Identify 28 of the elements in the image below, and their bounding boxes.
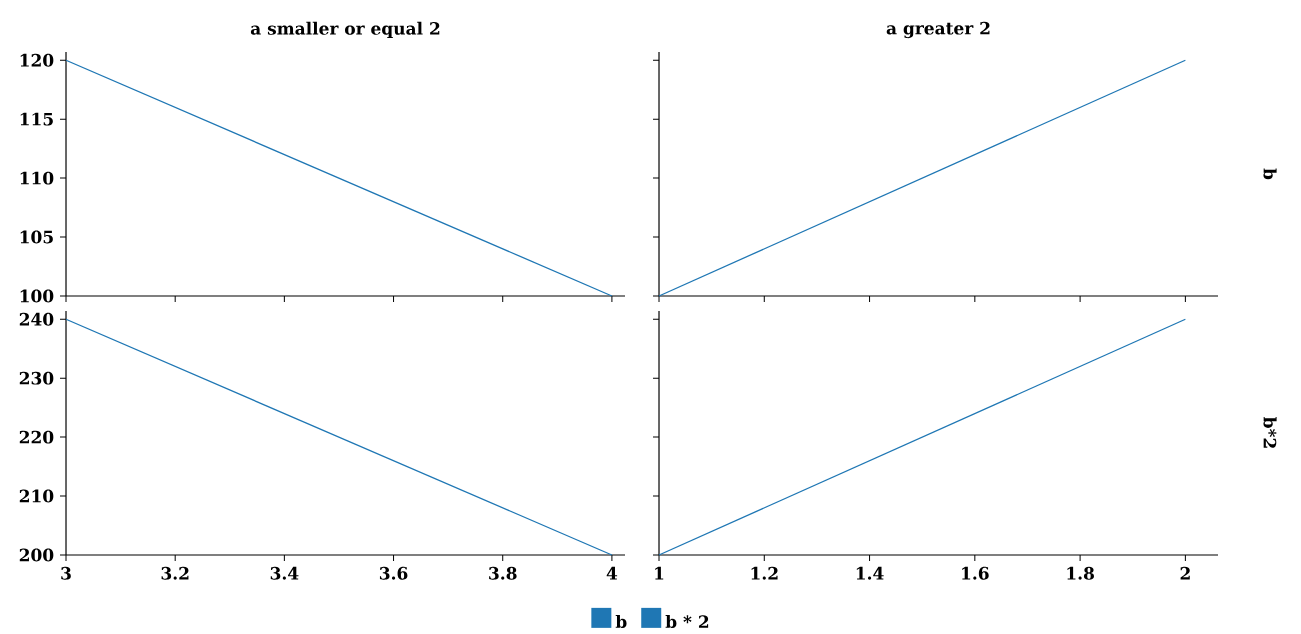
- x-tick-label: 1.8: [1067, 566, 1094, 580]
- x-tick-label: 1.4: [856, 566, 884, 580]
- y-tick-label: 120: [20, 53, 54, 67]
- x-tick-label: 3.2: [161, 566, 189, 580]
- x-tick-label: 2: [1180, 566, 1190, 580]
- text: b: [1263, 168, 1277, 180]
- y-tick-label: 240: [19, 312, 54, 326]
- x-tick-label: 1.6: [962, 566, 989, 580]
- x-tick-label: 1: [655, 566, 664, 580]
- y-tick-label: 220: [19, 430, 54, 444]
- x-tick-label: 3.4: [270, 566, 299, 580]
- y-tick-label: 100: [20, 289, 54, 303]
- y-tick-label: 105: [20, 230, 53, 244]
- legend-label: b: [615, 615, 627, 629]
- x-tick-label: 1.2: [751, 566, 778, 580]
- y-tick-label: 210: [19, 489, 54, 503]
- y-tick-label: 115: [20, 112, 53, 126]
- text: b*2: [1263, 417, 1277, 448]
- y-tick-label: 110: [20, 171, 54, 185]
- x-tick-label: 3.6: [379, 566, 408, 580]
- chart-title: a greater 2: [886, 21, 990, 39]
- chart-title: a smaller or equal 2: [250, 21, 440, 39]
- text: b * 2: [665, 615, 709, 629]
- y-tick-label: 200: [19, 548, 54, 562]
- x-tick-label: 3: [61, 566, 71, 580]
- y-tick-label: 230: [19, 371, 54, 385]
- x-tick-label: 3.8: [489, 566, 517, 580]
- x-tick-label: 4: [606, 566, 618, 580]
